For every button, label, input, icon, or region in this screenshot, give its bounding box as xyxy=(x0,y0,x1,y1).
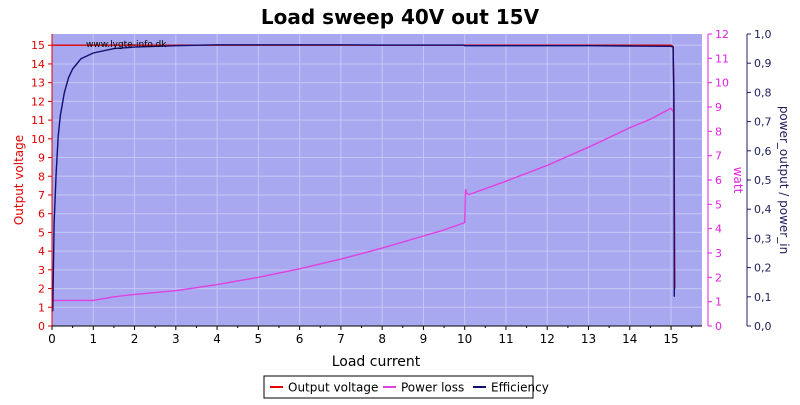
y-left-axis-label: Output voltage xyxy=(12,135,26,225)
y-right2-tick-label: 1,0 xyxy=(754,28,772,41)
x-tick-label: 3 xyxy=(172,332,180,346)
y-left-tick-label: 10 xyxy=(31,133,45,146)
plot-area xyxy=(52,34,702,326)
x-tick-label: 7 xyxy=(337,332,345,346)
x-tick-label: 10 xyxy=(457,332,472,346)
y-left-tick-label: 3 xyxy=(38,264,45,277)
x-tick-label: 12 xyxy=(540,332,555,346)
y-right2-tick-label: 0,5 xyxy=(754,174,772,187)
legend-label-efficiency: Efficiency xyxy=(491,381,549,395)
y-right2-tick-label: 0,1 xyxy=(754,291,772,304)
y-right1-tick-label: 2 xyxy=(715,271,722,284)
x-tick-label: 9 xyxy=(420,332,428,346)
y-right1-tick-label: 10 xyxy=(715,77,729,90)
x-tick-label: 4 xyxy=(213,332,221,346)
series-line-efficiency xyxy=(52,44,675,312)
y-right1-tick-label: 5 xyxy=(715,198,722,211)
y-right1-tick-label: 9 xyxy=(715,101,722,114)
y-right1-tick-label: 1 xyxy=(715,296,722,309)
y-right1-axis-label: watt xyxy=(731,167,745,194)
y-right1-tick-label: 0 xyxy=(715,320,722,333)
y-right1-tick-label: 3 xyxy=(715,247,722,260)
y-left-tick-label: 14 xyxy=(31,58,45,71)
y-left-tick-label: 9 xyxy=(38,152,45,165)
y-left-tick-label: 15 xyxy=(31,39,45,52)
y-right2-tick-label: 0,2 xyxy=(754,262,772,275)
legend-label-power-loss: Power loss xyxy=(401,381,464,395)
y-right2-tick-label: 0,7 xyxy=(754,116,772,129)
series-layer xyxy=(52,44,676,312)
x-tick-label: 5 xyxy=(255,332,263,346)
x-tick-label: 13 xyxy=(581,332,596,346)
y-right1-tick-label: 12 xyxy=(715,28,729,41)
watermark: www.lygte-info.dk xyxy=(86,40,167,50)
y-right2-tick-label: 0,3 xyxy=(754,232,772,245)
y-right1-tick-label: 8 xyxy=(715,125,722,138)
axes: 0 1 2 3 4 5 6 7 8 9 10 11 12 13 14 15012345678910111213… xyxy=(31,28,772,346)
y-right1-tick-label: 4 xyxy=(715,223,722,236)
y-left-tick-label: 2 xyxy=(38,283,45,296)
y-right2-tick-label: 0,0 xyxy=(754,320,772,333)
legend-box xyxy=(263,375,534,399)
grid-lines xyxy=(52,34,702,326)
x-tick-label: 15 xyxy=(663,332,678,346)
x-tick-label: 2 xyxy=(131,332,139,346)
y-left-tick-label: 8 xyxy=(38,170,45,183)
y-left-tick-label: 1 xyxy=(38,301,45,314)
legend-label-output-voltage: Output voltage xyxy=(288,381,378,395)
series-line-power-loss xyxy=(52,107,674,302)
y-left-tick-label: 12 xyxy=(31,95,45,108)
y-left-tick-label: 7 xyxy=(38,189,45,202)
legend: Output voltage Power loss Efficiency xyxy=(263,375,549,399)
y-right1-tick-label: 7 xyxy=(715,150,722,163)
y-left-tick-label: 11 xyxy=(31,114,45,127)
x-tick-label: 1 xyxy=(89,332,97,346)
x-tick-label: 11 xyxy=(498,332,513,346)
x-tick-label: 6 xyxy=(296,332,304,346)
chart-title: Load sweep 40V out 15V xyxy=(261,5,540,29)
y-left-tick-label: 13 xyxy=(31,77,45,90)
y-right2-tick-label: 0,8 xyxy=(754,86,772,99)
x-tick-label: 14 xyxy=(622,332,637,346)
y-left-tick-label: 6 xyxy=(38,208,45,221)
y-left-tick-label: 5 xyxy=(38,226,45,239)
x-tick-label: 8 xyxy=(378,332,386,346)
y-right2-axis-label: power_output / power_in xyxy=(777,106,791,254)
x-axis-label: Load current xyxy=(332,354,421,370)
x-tick-label: 0 xyxy=(48,332,56,346)
y-right1-tick-label: 6 xyxy=(715,174,722,187)
y-right2-tick-label: 0,4 xyxy=(754,203,772,216)
y-left-tick-label: 4 xyxy=(38,245,45,258)
y-right2-tick-label: 0,6 xyxy=(754,145,772,158)
y-left-tick-label: 0 xyxy=(38,320,45,333)
y-right2-tick-label: 0,9 xyxy=(754,57,772,70)
y-right1-tick-label: 11 xyxy=(715,52,729,65)
